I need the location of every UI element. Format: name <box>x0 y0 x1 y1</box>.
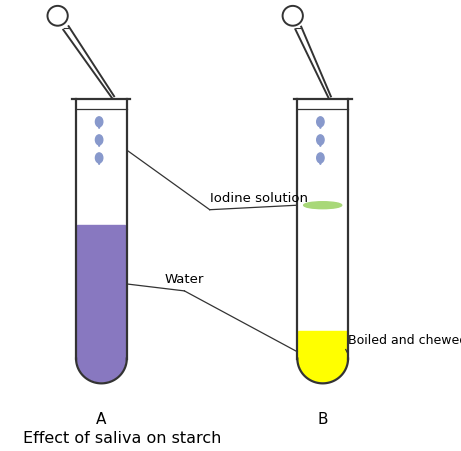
Text: B: B <box>318 412 328 427</box>
Polygon shape <box>318 123 323 129</box>
Ellipse shape <box>95 117 103 127</box>
Polygon shape <box>97 123 101 129</box>
Circle shape <box>47 6 68 26</box>
Polygon shape <box>97 141 101 147</box>
Ellipse shape <box>95 153 103 163</box>
Text: Boiled and chewed rice: Boiled and chewed rice <box>348 334 461 347</box>
Ellipse shape <box>317 135 324 145</box>
Polygon shape <box>318 141 323 147</box>
Ellipse shape <box>317 117 324 127</box>
Ellipse shape <box>304 202 342 209</box>
Polygon shape <box>77 226 125 382</box>
Ellipse shape <box>317 153 324 163</box>
Text: A: A <box>96 412 106 427</box>
Circle shape <box>283 6 303 26</box>
Text: Iodine solution: Iodine solution <box>210 192 308 205</box>
Text: Effect of saliva on starch: Effect of saliva on starch <box>23 432 221 446</box>
Ellipse shape <box>95 135 103 145</box>
Polygon shape <box>97 159 101 165</box>
Polygon shape <box>318 159 323 165</box>
Text: Water: Water <box>165 273 204 286</box>
Polygon shape <box>299 331 347 382</box>
